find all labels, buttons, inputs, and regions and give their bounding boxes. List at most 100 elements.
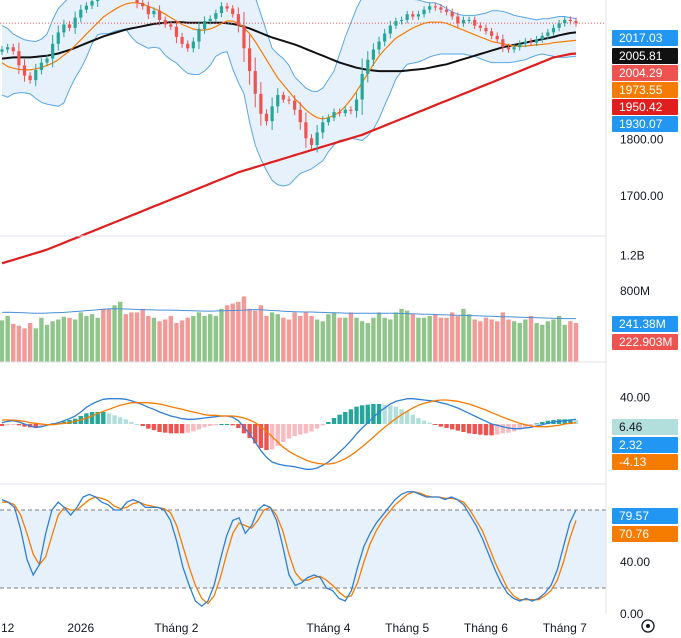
candle (422, 6, 426, 18)
candle-body (405, 14, 409, 20)
macd-histogram-bar (247, 424, 252, 438)
volume-bar (540, 324, 545, 362)
macd-histogram-bar (179, 424, 185, 434)
candle (484, 24, 488, 35)
settings-icon[interactable] (641, 619, 655, 633)
macd-histogram-bar (433, 424, 438, 425)
candle-body (304, 122, 308, 139)
macd-histogram-bar (421, 420, 427, 424)
candle-body (79, 9, 83, 18)
volume-bar (5, 315, 10, 362)
volume-bar (495, 321, 500, 362)
macd-histogram-bar (534, 423, 539, 425)
macd-histogram-bar (241, 424, 247, 434)
volume-bar (275, 314, 280, 362)
macd-histogram-bar (191, 424, 196, 432)
candle (326, 114, 330, 126)
candle (163, 16, 167, 28)
price-badge-box (612, 30, 678, 46)
candle-body (433, 6, 437, 8)
x-axis-label: Tháng 6 (464, 621, 508, 635)
candle-body (371, 49, 376, 60)
volume-bar (534, 323, 539, 362)
volume-bar (449, 312, 455, 362)
volume-bar (106, 308, 112, 362)
stochastic-k-line (1, 491, 577, 608)
candle (276, 88, 280, 114)
macd-histogram-bar (112, 415, 117, 424)
candle (51, 34, 55, 68)
candle-body (495, 35, 499, 40)
candle-body (259, 93, 263, 114)
candle-body (416, 14, 421, 17)
macd-histogram-bar (208, 424, 213, 426)
stochastic-badge-box (612, 526, 678, 542)
volume-bar (506, 319, 511, 362)
candle (248, 34, 252, 85)
volume-tick-label: 1.2B (620, 249, 645, 263)
candle-body (163, 19, 167, 25)
volume-panel (0, 296, 579, 362)
stochastic-badge-box (612, 508, 678, 524)
candle-body (399, 19, 404, 22)
candle-body (506, 47, 511, 50)
candle-body (186, 43, 190, 49)
macd-histogram-bar (202, 424, 207, 428)
candle (135, 0, 139, 9)
volume-bar (67, 317, 72, 362)
volume-bar (185, 317, 190, 362)
volume-bar (303, 312, 309, 362)
candle-body (326, 117, 330, 123)
candle (6, 43, 10, 53)
macd-histogram-bar (326, 422, 331, 424)
candle-body (157, 10, 162, 20)
candle-body (388, 25, 392, 34)
volume-bar (286, 319, 292, 362)
volume-bar (191, 315, 196, 362)
candle-body (456, 16, 460, 24)
candle-body (439, 7, 443, 10)
candle (39, 58, 43, 75)
macd-histogram-bar (134, 424, 140, 425)
macd-histogram-bar (33, 424, 38, 428)
candle (535, 35, 539, 47)
candle (73, 11, 77, 35)
macd-histogram-bar (253, 424, 258, 444)
macd-histogram-bar (162, 424, 168, 433)
macd-histogram-bar (472, 424, 477, 434)
macd-badge-text: -4.13 (619, 455, 647, 469)
macd-histogram-bar (281, 424, 286, 442)
candle-body (512, 47, 516, 50)
macd-histogram-bar (528, 424, 534, 426)
candle (360, 58, 364, 115)
macd-histogram-bar (101, 412, 106, 424)
candle (405, 10, 409, 24)
candle-body (343, 109, 347, 114)
macd-histogram-bar (562, 419, 567, 424)
macd-histogram-bar (483, 424, 489, 436)
macd-histogram-bar (146, 424, 151, 429)
candle (338, 108, 342, 117)
stochastic-badge-text: 70.76 (619, 527, 649, 541)
macd-histogram-bar (196, 424, 202, 430)
volume-bar (157, 321, 162, 362)
candle (28, 72, 32, 84)
macd-histogram-bar (151, 424, 157, 430)
candle-body (17, 51, 21, 66)
volume-bar (427, 315, 432, 362)
x-axis-label: 12 (1, 621, 15, 635)
sma-mid-line (1, 21, 577, 73)
candle-body (67, 24, 72, 28)
price-badge: 1973.55 (612, 82, 678, 98)
candle-body (383, 33, 387, 42)
volume-bar (517, 323, 522, 362)
macd-line (1, 398, 577, 470)
candle (197, 21, 201, 50)
candle (416, 10, 421, 20)
candle-body (354, 99, 359, 111)
candle-body (366, 59, 370, 74)
macd-histogram-bar (455, 424, 461, 431)
volume-bar (50, 321, 55, 362)
x-axis-label: Tháng 5 (385, 621, 429, 635)
candle (242, 11, 246, 62)
